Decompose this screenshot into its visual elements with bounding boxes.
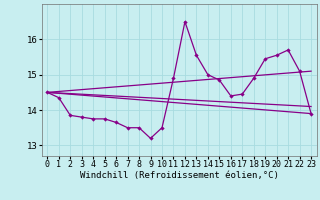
X-axis label: Windchill (Refroidissement éolien,°C): Windchill (Refroidissement éolien,°C)	[80, 171, 279, 180]
